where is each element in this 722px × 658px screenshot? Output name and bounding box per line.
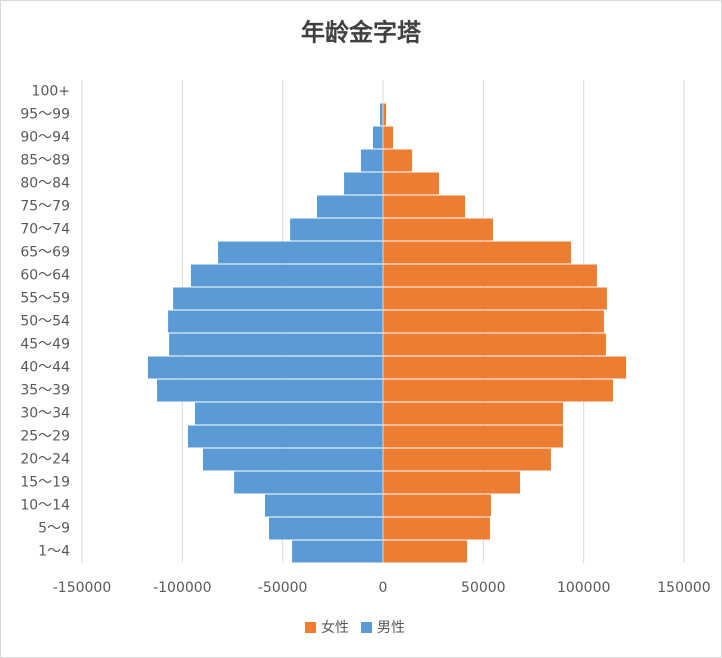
y-tick-label: 35～39 [20, 383, 70, 399]
legend-label: 女性 [321, 619, 349, 636]
legend-swatch [305, 622, 316, 633]
y-tick-label: 40～44 [20, 360, 70, 376]
bar [269, 517, 383, 540]
y-tick-label: 5～9 [38, 521, 70, 537]
y-tick-label: 85～89 [20, 153, 70, 169]
bar [148, 356, 383, 379]
bar [218, 241, 383, 264]
y-tick-label: 100+ [32, 84, 70, 100]
bar [383, 425, 563, 448]
bar [383, 471, 521, 494]
y-tick-label: 95～99 [20, 107, 70, 123]
bar [187, 425, 383, 448]
bar [290, 218, 383, 241]
x-tick-label: -100000 [153, 580, 212, 596]
x-tick-label: -50000 [258, 580, 308, 596]
y-tick-label: 65～69 [20, 245, 70, 261]
bar [383, 172, 439, 195]
y-tick-label: 70～74 [20, 222, 70, 238]
x-tick-label: 100000 [557, 580, 610, 596]
y-tick-label: 90～94 [20, 130, 70, 146]
y-tick-label: 45～49 [20, 337, 70, 353]
bar [383, 126, 394, 149]
bar [383, 540, 468, 563]
y-tick-label: 30～34 [20, 406, 70, 422]
bar [168, 310, 383, 333]
x-tick-label: 50000 [461, 580, 506, 596]
y-tick-label: 15～19 [20, 475, 70, 491]
bar [234, 471, 383, 494]
y-tick-label: 25～29 [20, 429, 70, 445]
bar [360, 149, 383, 172]
y-tick-label: 80～84 [20, 176, 70, 192]
bar [169, 333, 383, 356]
x-tick-label: -150000 [53, 580, 112, 596]
y-tick-label: 60～64 [20, 268, 70, 284]
bar [203, 448, 383, 471]
bar [383, 241, 572, 264]
bar [173, 287, 383, 310]
legend-swatch [361, 622, 372, 633]
bar [194, 402, 383, 425]
chart-title: 年龄金字塔 [301, 18, 422, 47]
y-tick-label: 20～24 [20, 452, 70, 468]
bar [383, 333, 606, 356]
x-tick-label: 0 [379, 580, 388, 596]
y-tick-label: 75～79 [20, 199, 70, 215]
x-tick-label: 150000 [657, 580, 710, 596]
y-tick-label: 50～54 [20, 314, 70, 330]
bar [344, 172, 383, 195]
bar [383, 517, 490, 540]
y-tick-label: 10～14 [20, 498, 70, 514]
bar [383, 195, 466, 218]
bar [379, 103, 383, 126]
bar [383, 103, 387, 126]
bar [383, 218, 493, 241]
bar [383, 379, 613, 402]
bar [190, 264, 383, 287]
bar [383, 402, 563, 425]
bar [383, 448, 551, 471]
bar [265, 494, 383, 517]
bar [383, 287, 607, 310]
bar [383, 264, 597, 287]
bar [372, 126, 383, 149]
bar [383, 149, 413, 172]
bar [383, 494, 491, 517]
bar [157, 379, 383, 402]
y-tick-label: 55～59 [20, 291, 70, 307]
bar [383, 356, 627, 379]
bar [383, 310, 604, 333]
legend-label: 男性 [377, 620, 405, 636]
bar [316, 195, 383, 218]
y-tick-label: 1～4 [38, 544, 70, 560]
bar [292, 540, 383, 563]
